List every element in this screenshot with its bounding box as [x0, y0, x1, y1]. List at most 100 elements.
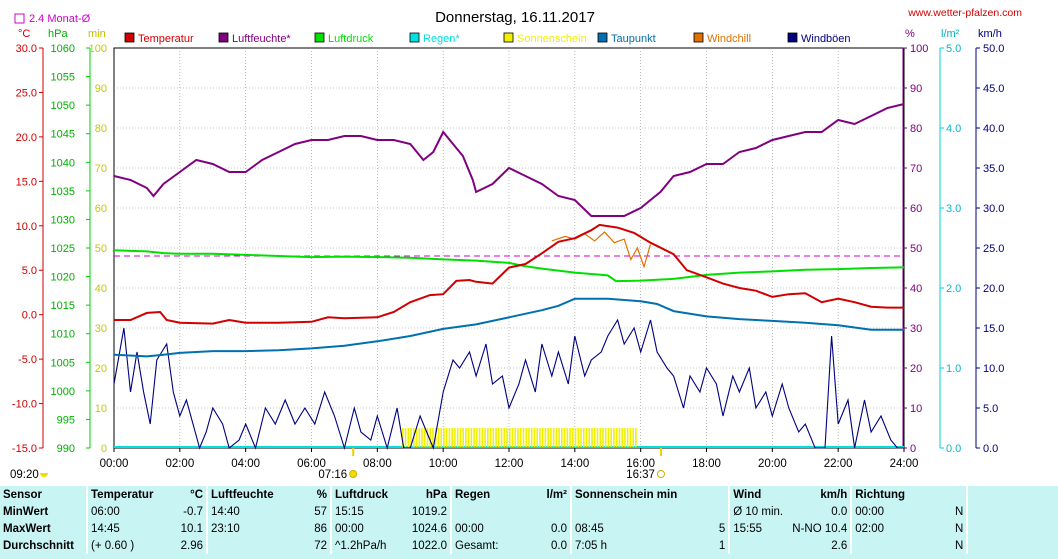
sunrise-marker — [352, 448, 355, 456]
wind-tick-label: 45.0 — [983, 83, 1004, 95]
sunshine-bar — [577, 428, 580, 447]
temp-tick-label: 10.0 — [16, 221, 37, 233]
legend-swatch-0 — [124, 32, 135, 43]
hum-tick-label: 30 — [910, 323, 922, 335]
press-tick-label: 1015 — [51, 300, 75, 312]
stats-cell-s-time: 08:45 — [569, 520, 681, 537]
stats-cell-t-time: 06:00 — [86, 503, 170, 520]
stats-cell-s-val: 1 — [718, 539, 726, 552]
sunshine-bar — [610, 428, 613, 447]
sunshine-bar — [539, 428, 541, 447]
stats-cell-p-time: ^1.2hPa/h — [330, 537, 398, 554]
min-tick-label: 100 — [89, 43, 107, 55]
temp-tick-label: 15.0 — [16, 176, 37, 188]
legend-label-3: Regen* — [423, 33, 460, 45]
wind-tick-label: 5.0 — [983, 403, 998, 415]
stats-cell-h-time — [206, 537, 284, 554]
sunshine-bar — [445, 428, 448, 447]
hdr-dir: Richtung — [850, 486, 915, 503]
hdr-temp-unit: °C — [190, 488, 203, 501]
rain-tick-label: 3.0 — [946, 203, 961, 215]
stats-cell-r-time: Gesamt: — [450, 537, 518, 554]
sunshine-bar — [593, 428, 596, 447]
press-tick-label: 1020 — [51, 272, 75, 284]
stats-cell-r-val: 0.0 — [551, 539, 567, 552]
sunshine-bar — [423, 428, 426, 447]
sunshine-bar — [448, 428, 451, 447]
stats-cell-p-val: 1024.6 — [411, 522, 447, 535]
stats-cell-h-time: 23:10 — [206, 520, 284, 537]
sunshine-bar — [519, 428, 522, 447]
sunshine-bar — [517, 428, 519, 447]
sunshine-bar — [511, 428, 514, 447]
hdr-hum-unit: % — [316, 488, 327, 501]
hum-tick-label: 80 — [910, 123, 922, 135]
x-tick-label: 06:00 — [297, 458, 326, 470]
sunshine-bar — [563, 428, 566, 447]
month-avg-swatch — [14, 13, 25, 24]
press-tick-label: 1000 — [51, 386, 75, 398]
press-tick-label: 1025 — [51, 243, 75, 255]
sunshine-bar — [550, 428, 552, 447]
stats-row: Durchschnitt (+ 0.60 ) 2.96 72 ^1.2hPa/h 1022… — [0, 537, 1035, 554]
stats-cell-d-time: 00:00 — [850, 503, 915, 520]
moon-time: 09:20 — [10, 469, 39, 481]
stats-cell-t-val: 2.96 — [180, 539, 203, 552]
legend: Temperatur Luftfeuchte* Luftdruck Regen* Son… — [124, 32, 851, 45]
x-tick-label: 04:00 — [231, 458, 260, 470]
sunshine-bar — [467, 428, 470, 447]
rain-tick-label: 4.0 — [946, 123, 961, 135]
chart-title: Donnerstag, 16.11.2017 — [435, 9, 595, 26]
stats-cell-p-val: 1022.0 — [411, 539, 447, 552]
press-tick-label: 1045 — [51, 129, 75, 141]
min-tick-label: 40 — [95, 283, 107, 295]
stats-cell-t-val: -0.7 — [183, 505, 203, 518]
stats-cell-p-time: 00:00 — [330, 520, 398, 537]
sunshine-bar — [624, 428, 626, 447]
sunshine-bar — [454, 428, 456, 447]
sunshine-bar — [555, 428, 558, 447]
hum-tick-label: 70 — [910, 163, 922, 175]
stats-cell-h-val: 57 — [314, 505, 327, 518]
sunshine-bar — [415, 428, 418, 447]
stats-cell-s-time — [569, 503, 681, 520]
sunshine-bar — [552, 428, 555, 447]
hum-tick-label: 60 — [910, 203, 922, 215]
wind-tick-label: 40.0 — [983, 123, 1004, 135]
sunshine-bar — [615, 428, 618, 447]
legend-swatch-7 — [787, 32, 798, 43]
legend-label-4: Sonnenschein — [517, 33, 587, 45]
x-tick-label: 14:00 — [560, 458, 589, 470]
wind-tick-label: 30.0 — [983, 203, 1004, 215]
hdr-rain-unit: l/m² — [546, 488, 567, 501]
sunshine-bar — [588, 428, 591, 447]
temp-tick-label: 0.0 — [22, 310, 37, 322]
min-tick-label: 90 — [95, 83, 107, 95]
wind-tick-label: 15.0 — [983, 323, 1004, 335]
stats-row: MinWert 06:00 -0.7 14:40 57 15:15 1019.2 Ø 10 m… — [0, 503, 1035, 520]
sunshine-bar — [536, 428, 538, 447]
sunshine-bar — [459, 428, 462, 447]
x-tick-label: 24:00 — [890, 458, 919, 470]
sunshine-bar — [410, 428, 412, 447]
sunshine-bar — [547, 428, 549, 447]
grid — [114, 48, 904, 448]
unit-wind: km/h — [978, 28, 1002, 40]
press-tick-label: 995 — [57, 414, 75, 426]
sunshine-bar — [495, 428, 497, 447]
hdr-temp: Temperatur — [86, 486, 170, 503]
sunshine-bar — [602, 428, 604, 447]
sunshine-bar — [566, 428, 569, 447]
stats-cell-p-time: 15:15 — [330, 503, 398, 520]
sunshine-bar — [599, 428, 602, 447]
wind-tick-label: 10.0 — [983, 363, 1004, 375]
min-tick-label: 60 — [95, 203, 107, 215]
hum-tick-label: 100 — [910, 43, 928, 55]
sunshine-bar — [528, 428, 530, 447]
stats-cell-w-time — [728, 537, 787, 554]
sunshine-bar — [533, 428, 536, 447]
gusts-line — [113, 318, 904, 451]
sunshine-bar — [530, 428, 533, 447]
pressure-line — [113, 249, 905, 283]
stats-cell-p-val: 1019.2 — [411, 505, 447, 518]
